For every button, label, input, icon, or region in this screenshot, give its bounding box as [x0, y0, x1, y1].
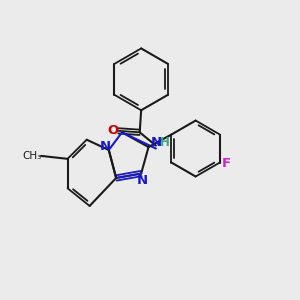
- Text: O: O: [108, 124, 119, 137]
- Text: F: F: [222, 158, 231, 170]
- Text: CH₃: CH₃: [22, 151, 42, 161]
- Text: H: H: [160, 136, 170, 149]
- Text: N: N: [137, 173, 148, 187]
- Text: N: N: [100, 140, 111, 153]
- Text: N: N: [150, 136, 161, 149]
